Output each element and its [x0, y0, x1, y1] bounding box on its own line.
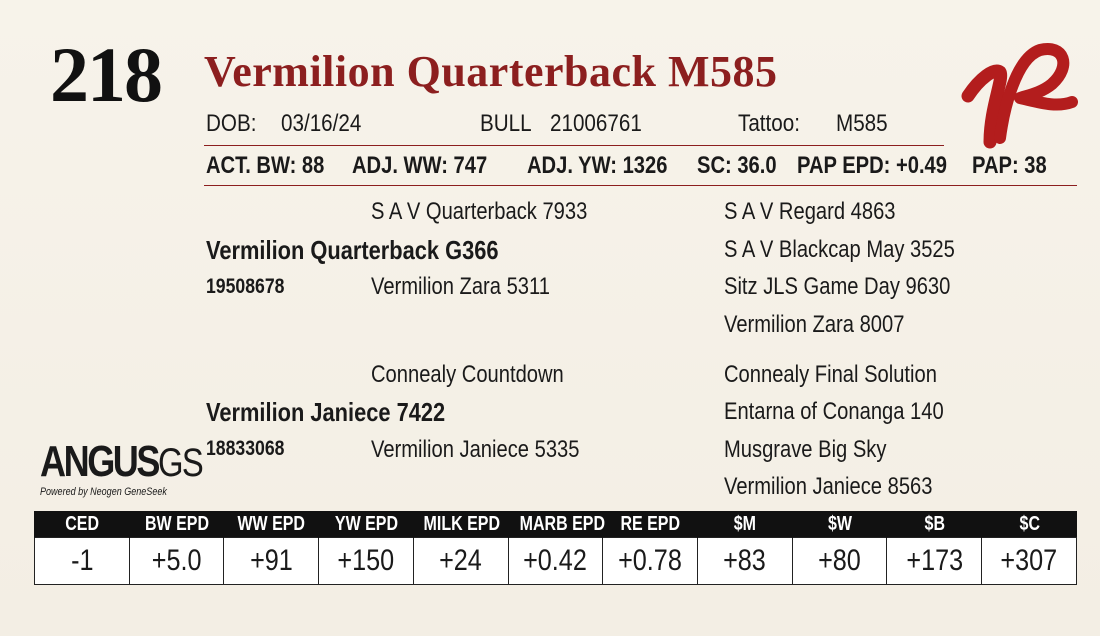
sire-registration: 19508678: [206, 275, 285, 298]
dam-dam-sire: Musgrave Big Sky: [724, 436, 887, 463]
epd-header-cell: BW EPD: [128, 511, 224, 538]
lot-number: 218: [50, 31, 163, 118]
epd-value-cell: +0.78: [602, 537, 699, 585]
angus-gs-logo: ANGUSGS Powered by Neogen GeneSeek: [40, 437, 204, 499]
sire-sire: S A V Quarterback 7933: [371, 198, 588, 225]
epd-value-cell: +0.42: [507, 537, 604, 585]
pap-value: PAP: 38: [972, 152, 1047, 179]
sire-name: Vermilion Quarterback G366: [206, 235, 499, 265]
tattoo-label: Tattoo:: [738, 110, 800, 137]
dam-registration: 18833068: [206, 437, 285, 460]
epd-header-cell: CED: [34, 511, 130, 538]
dam-sire-sire: Connealy Final Solution: [724, 361, 937, 388]
sire-dam-sire: Sitz JLS Game Day 9630: [724, 273, 951, 300]
logo-suffix-text: GS: [158, 441, 204, 485]
epd-value-cell: -1: [34, 537, 130, 585]
epd-header-cell: RE EPD: [602, 511, 698, 538]
epd-header-row: CED BW EPD WW EPD YW EPD MILK EPD MARB E…: [34, 511, 1077, 538]
dam-dam: Vermilion Janiece 5335: [371, 436, 580, 463]
sire-dam: Vermilion Zara 5311: [371, 273, 550, 300]
epd-header-cell: MILK EPD: [412, 511, 509, 538]
dob-label: DOB:: [206, 110, 257, 137]
epd-value-cell: +5.0: [128, 537, 225, 585]
logo-tagline: Powered by Neogen GeneSeek: [40, 486, 167, 498]
adjusted-yearling-weight: ADJ. YW: 1326: [527, 152, 668, 179]
epd-value-cell: +83: [697, 537, 793, 585]
dob-value: 03/16/24: [281, 110, 362, 137]
sire-dam-dam: Vermilion Zara 8007: [724, 311, 905, 338]
epd-value-cell: +307: [981, 537, 1077, 585]
tattoo-value: M585: [836, 110, 888, 137]
epd-header-cell: $B: [886, 511, 982, 538]
epd-value-cell: +80: [791, 537, 888, 585]
registration-number: 21006761: [550, 110, 642, 137]
animal-name: Vermilion Quarterback M585: [204, 47, 778, 96]
divider-rule: [204, 185, 1077, 186]
dam-sire-dam: Entarna of Conanga 140: [724, 398, 944, 425]
sex-label: BULL: [480, 110, 532, 137]
adjusted-weaning-weight: ADJ. WW: 747: [352, 152, 488, 179]
dam-name: Vermilion Janiece 7422: [206, 397, 446, 427]
dam-sire: Connealy Countdown: [371, 361, 564, 388]
scrotal-circumference: SC: 36.0: [697, 152, 777, 179]
divider-rule: [204, 145, 944, 146]
epd-header-cell: YW EPD: [318, 511, 414, 538]
epd-value-row: -1 +5.0 +91 +150 +24 +0.42 +0.78 +83 +80…: [34, 537, 1077, 585]
sire-sire-sire: S A V Regard 4863: [724, 198, 896, 225]
logo-main-text: ANGUS: [40, 437, 160, 486]
sire-sire-dam: S A V Blackcap May 3525: [724, 236, 955, 263]
epd-table: CED BW EPD WW EPD YW EPD MILK EPD MARB E…: [34, 511, 1077, 585]
epd-value-cell: +24: [412, 537, 509, 585]
epd-value-cell: +173: [886, 537, 983, 585]
dam-dam-dam: Vermilion Janiece 8563: [724, 473, 933, 500]
pap-epd: PAP EPD: +0.49: [797, 152, 947, 179]
epd-header-cell: WW EPD: [223, 511, 319, 538]
epd-value-cell: +150: [318, 537, 414, 585]
epd-header-cell: $W: [791, 511, 887, 538]
epd-header-cell: MARB EPD: [507, 511, 605, 538]
epd-header-cell: $M: [697, 511, 793, 538]
epd-value-cell: +91: [223, 537, 320, 585]
epd-header-cell: $C: [981, 511, 1077, 538]
vr-brand-logo-icon: [961, 43, 1078, 149]
actual-birth-weight: ACT. BW: 88: [206, 152, 325, 179]
